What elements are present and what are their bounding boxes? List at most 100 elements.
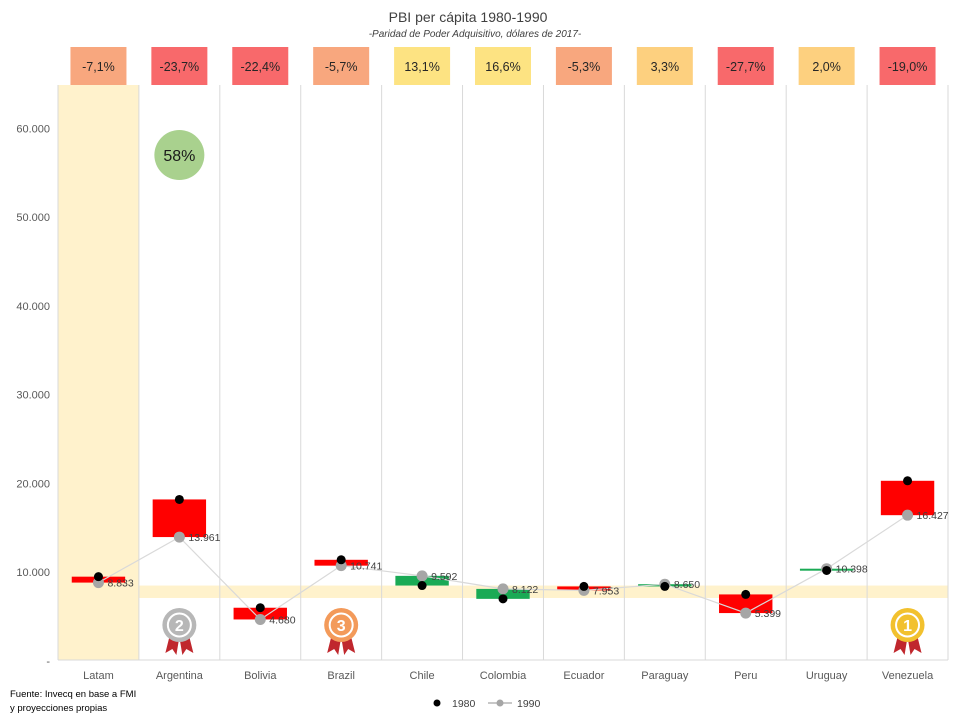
change-bar-argentina <box>152 499 207 538</box>
y-axis: - 10.000 20.000 30.000 40.000 50.000 60.000 <box>16 123 50 668</box>
category-label-bolivia: Bolivia <box>244 670 277 682</box>
annotations: 58% 2 3 1 <box>154 130 925 655</box>
change-box-brazil <box>313 47 370 85</box>
change-bar-venezuela <box>880 480 935 516</box>
change-label-paraguay: 3,3% <box>651 60 680 74</box>
category-label-latam: Latam <box>83 670 114 682</box>
medal-ring <box>328 612 354 638</box>
medal-icon-brazil: 3 <box>324 608 359 655</box>
change-label-peru: -27,7% <box>726 60 766 74</box>
value-label-brazil: 10.741 <box>350 561 382 573</box>
point-1980-venezuela <box>903 476 913 486</box>
change-label-uruguay: 2,0% <box>812 60 841 74</box>
change-box-uruguay <box>798 47 855 85</box>
value-label-argentina: 13.961 <box>188 532 220 544</box>
value-label-ecuador: 7.953 <box>593 585 619 597</box>
value-label-peru: 5.399 <box>755 608 781 620</box>
change-label-colombia: 16,6% <box>485 60 520 74</box>
change-label-venezuela: -19,0% <box>888 60 928 74</box>
highlight-column-latam <box>58 85 139 660</box>
change-box-paraguay <box>636 47 693 85</box>
y-tick-label: 40.000 <box>16 301 50 313</box>
medal-ring <box>166 612 192 638</box>
change-box-venezuela <box>879 47 936 85</box>
point-1980-brazil <box>336 555 346 565</box>
medal-icon-venezuela: 1 <box>890 608 925 655</box>
change-box-bolivia <box>232 47 289 85</box>
change-box-latam <box>70 47 127 85</box>
data-points <box>92 476 914 625</box>
change-box-colombia <box>475 47 531 85</box>
y-tick-label: 30.000 <box>16 390 50 402</box>
point-1980-colombia <box>498 594 508 604</box>
point-1980-ecuador <box>579 581 589 591</box>
point-1980-latam <box>93 572 103 582</box>
point-1980-argentina <box>174 494 184 504</box>
category-label-paraguay: Paraguay <box>641 670 689 682</box>
y-tick-label: - <box>46 656 50 668</box>
y-tick-label: 20.000 <box>16 478 50 490</box>
point-1990-chile <box>416 570 428 582</box>
category-label-venezuela: Venezuela <box>882 670 934 682</box>
value-label-bolivia: 4.680 <box>269 614 295 626</box>
category-label-ecuador: Ecuador <box>563 670 604 682</box>
legend: 1980 1990 <box>433 698 541 710</box>
medal-ring <box>895 612 921 638</box>
category-dividers <box>57 85 949 661</box>
category-label-brazil: Brazil <box>327 670 355 682</box>
chart-subtitle: -Paridad de Poder Adquisitivo, dólares d… <box>369 29 582 40</box>
point-1990-bolivia <box>254 613 266 625</box>
value-label-venezuela: 16.427 <box>917 510 949 522</box>
point-1980-chile <box>417 581 427 591</box>
y-tick-label: 50.000 <box>16 212 50 224</box>
change-label-bolivia: -22,4% <box>240 60 280 74</box>
change-labels: -7,1% -23,7% -22,4% -5,7% 13,1% 16,6% -5,3% 3,3… <box>70 47 936 85</box>
point-1990-peru <box>740 607 752 619</box>
point-1990-colombia <box>497 583 509 595</box>
y-tick-label: 10.000 <box>16 567 50 579</box>
medal-rank: 2 <box>175 618 184 635</box>
share-bubble <box>154 130 205 181</box>
point-1980-peru <box>741 589 751 599</box>
point-1990-venezuela <box>902 509 914 521</box>
source-line-2: y proyecciones propias <box>10 703 107 714</box>
change-label-ecuador: -5,3% <box>568 60 601 74</box>
value-label-chile: 9.592 <box>431 571 457 583</box>
y-tick-label: 60.000 <box>16 123 50 135</box>
value-labels: 8.833 13.961 4.680 10.741 9.592 8.122 7.953 8.6… <box>107 510 948 626</box>
change-box-chile <box>394 47 451 85</box>
category-label-peru: Peru <box>734 670 757 682</box>
share-bubble-label: 58% <box>163 148 195 165</box>
chart-title: PBI per cápita 1980-1990 <box>389 9 548 25</box>
legend-label-1990: 1990 <box>517 698 541 710</box>
point-1980-paraguay <box>660 581 670 591</box>
category-label-colombia: Colombia <box>480 670 527 682</box>
point-1990-argentina <box>173 531 185 543</box>
change-bar-bolivia <box>233 607 287 620</box>
legend-label-1980: 1980 <box>452 698 476 710</box>
category-label-uruguay: Uruguay <box>806 670 848 682</box>
value-label-latam: 8.833 <box>107 578 133 590</box>
source-note: Fuente: Invecq en base a FMI y proyeccio… <box>10 689 136 714</box>
change-box-argentina <box>151 47 208 85</box>
value-label-colombia: 8.122 <box>512 584 538 596</box>
legend-marker-1980 <box>433 699 441 707</box>
source-line-1: Fuente: Invecq en base a FMI <box>10 689 136 700</box>
category-label-chile: Chile <box>410 670 435 682</box>
change-label-brazil: -5,7% <box>325 60 358 74</box>
category-labels: Latam Argentina Bolivia Brazil Chile Colombia… <box>83 670 934 682</box>
legend-marker-1990 <box>496 699 504 707</box>
medal-rank: 1 <box>903 618 912 635</box>
category-label-argentina: Argentina <box>156 670 204 682</box>
medal-rank: 3 <box>337 618 346 635</box>
change-box-peru <box>717 47 774 85</box>
value-label-paraguay: 8.650 <box>674 579 700 591</box>
change-label-argentina: -23,7% <box>160 60 200 74</box>
point-1980-bolivia <box>255 603 265 613</box>
point-1980-uruguay <box>822 565 832 575</box>
change-label-latam: -7,1% <box>82 60 115 74</box>
medal-icon-argentina: 2 <box>162 608 197 655</box>
change-box-ecuador <box>555 47 612 85</box>
change-label-chile: 13,1% <box>404 60 439 74</box>
